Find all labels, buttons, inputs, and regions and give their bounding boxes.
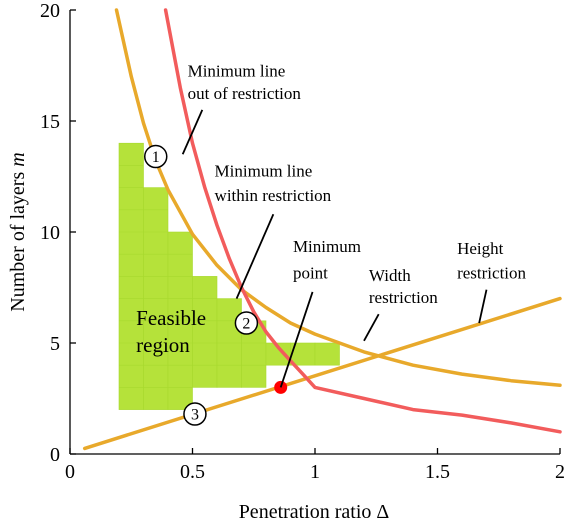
marker-circle-3 (183, 402, 207, 426)
marker-label-1: 1 (152, 149, 160, 166)
marker-circle-2 (234, 311, 259, 335)
min-point-text-1: Minimum (293, 237, 361, 256)
y-tick-label: 15 (40, 111, 60, 133)
marker-label-3: 3 (191, 407, 199, 424)
minimum-line-line (163, 8, 562, 434)
annotation-texts: Minimum line out of restriction Minimum li… (136, 62, 526, 357)
feasible-region-column-9 (314, 342, 340, 366)
marker-circle-1 (144, 144, 168, 169)
y-tick-label: 0 (50, 444, 60, 466)
marker-label-2: 2 (242, 316, 250, 333)
x-tick-label: 0.5 (180, 461, 205, 483)
height-label-leader (478, 289, 488, 324)
width-label-text-2: restriction (369, 288, 438, 307)
width-label-leader (363, 313, 380, 342)
feasible-region (118, 142, 340, 410)
min-out-leader (181, 109, 204, 155)
height-restriction-line (82, 296, 562, 451)
x-tick-label: 0 (65, 461, 75, 483)
y-tick-label: 10 (40, 222, 60, 244)
min-out-text-2: out of restriction (188, 84, 302, 103)
feasible-region-column-4 (192, 276, 218, 388)
y-axis-label: Number of layers m (7, 152, 29, 311)
annotation-leaders (181, 109, 488, 388)
x-axis-label: Penetration ratio Δ (239, 501, 390, 523)
y-tick-label: 5 (50, 333, 60, 355)
y-axis-label-main: Number of layers (7, 167, 29, 312)
min-within-text-2: within restriction (215, 186, 332, 205)
min-out-text-1: Minimum line (188, 62, 286, 81)
min-point-text-2: point (293, 264, 328, 283)
y-axis-label-var: m (7, 152, 29, 166)
numbered-markers: 1 2 3 (144, 144, 259, 426)
x-tick-label: 1.5 (425, 461, 450, 483)
x-tick-label: 1 (310, 461, 320, 483)
min-within-text-1: Minimum line (215, 162, 313, 181)
y-tick-label: 20 (40, 0, 60, 22)
x-tick-label: 2 (555, 461, 565, 483)
feasible-label-text-1: Feasible (136, 306, 206, 330)
min-point-leader (279, 291, 314, 388)
width-restriction-line (114, 8, 562, 387)
series-lines (82, 8, 562, 451)
min-within-leader (235, 213, 275, 299)
height-label-text-2: restriction (457, 264, 526, 283)
feasible-label-text-2: region (136, 333, 190, 357)
width-label-text-1: Width (369, 266, 411, 285)
height-label-text-1: Height (457, 239, 504, 258)
